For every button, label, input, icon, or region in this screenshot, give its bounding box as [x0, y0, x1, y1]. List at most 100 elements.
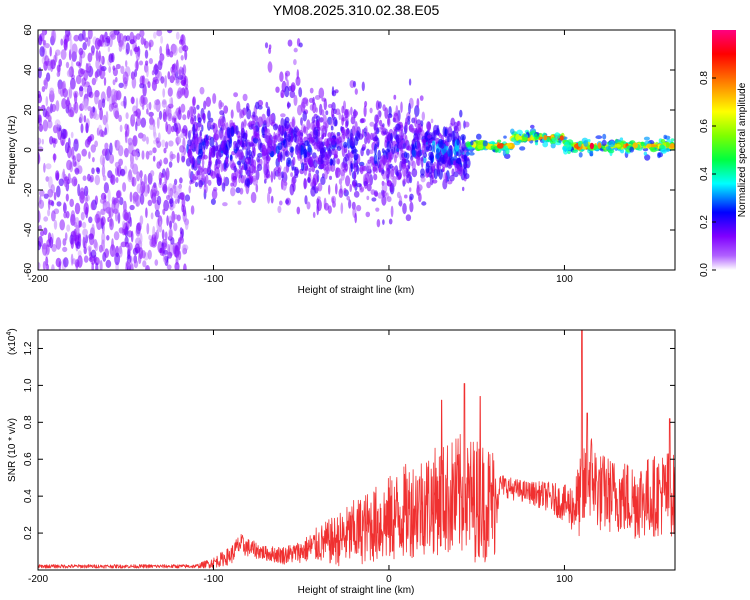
spectrogram-cell — [44, 43, 50, 49]
spectrogram-cell — [242, 93, 248, 102]
spectrogram-cell — [239, 187, 244, 195]
spectrogram-cell — [87, 106, 92, 112]
spectrogram-cell — [137, 112, 141, 120]
spectrogram-cell — [133, 110, 139, 117]
spectrogram-cell — [438, 156, 444, 166]
spectrogram-cell — [172, 44, 178, 56]
spectrogram-cell — [84, 37, 88, 43]
spectrogram-cell — [387, 152, 393, 157]
spectrogram-cell — [162, 183, 168, 194]
spectrogram-cell — [94, 37, 101, 50]
spectrogram-cell — [338, 188, 344, 198]
spectrogram-cell — [401, 157, 407, 169]
spectrogram-cell — [323, 197, 327, 210]
spectrogram-cell — [156, 30, 163, 37]
spectrogram-cell — [409, 175, 413, 184]
spectrogram-cell — [355, 130, 361, 142]
spectrogram-cell — [83, 185, 89, 197]
spectrogram-cell — [63, 211, 67, 219]
spectrogram-cell — [81, 100, 86, 110]
spectrogram-cell — [273, 168, 276, 180]
spectrogram-cell — [235, 187, 241, 194]
spectrogram-cell — [94, 174, 101, 186]
spectrogram-cell — [301, 162, 305, 172]
spectrogram-cell — [38, 146, 44, 152]
spectrogram-cell — [665, 141, 670, 148]
spectrogram-cell — [122, 182, 127, 192]
spectrogram-cell — [272, 123, 279, 131]
spectrogram-cell — [189, 180, 192, 185]
spectrogram-cell — [80, 123, 84, 134]
spectrogram-cell — [39, 46, 45, 57]
spectrogram-cell — [131, 114, 135, 121]
spectrogram-cell — [106, 35, 111, 44]
spectrogram-cell — [377, 149, 382, 160]
spectrogram-cell — [199, 129, 203, 137]
spectrogram-cell — [344, 109, 349, 119]
spectrogram-cell — [79, 86, 84, 92]
spectrogram-cell — [50, 184, 55, 194]
spectrogram-cell — [244, 178, 251, 187]
spectrogram-cell — [90, 201, 95, 211]
spectrogram-cell — [589, 150, 594, 157]
spectrogram-cell — [62, 246, 68, 253]
spectrogram-cell — [361, 128, 365, 138]
spectrogram-cell — [308, 167, 312, 173]
spectrogram-cell — [100, 65, 107, 72]
spectrogram-cell — [407, 119, 411, 125]
spectrogram-cell — [73, 34, 80, 42]
spectrogram-cell — [63, 177, 68, 188]
spectrogram-cell — [46, 106, 51, 117]
spectrogram-cell — [425, 162, 430, 174]
spectrogram-cell — [159, 247, 163, 254]
spectrogram-cell — [184, 49, 188, 61]
spectrogram-cell — [277, 133, 281, 143]
spectrogram-cell — [70, 253, 74, 266]
spectrogram-y-tick-label: -40 — [23, 222, 34, 237]
spectrogram-cell — [338, 112, 342, 121]
spectrogram-cell — [306, 119, 311, 130]
spectrogram-cell — [262, 163, 267, 175]
spectrogram-cell — [386, 192, 389, 199]
spectrogram-cell — [118, 114, 122, 122]
spectrogram-cell — [208, 161, 212, 168]
spectrogram-cell — [94, 71, 99, 79]
spectrogram-cell — [111, 238, 114, 252]
spectrogram-cell — [69, 38, 73, 52]
spectrogram-cell — [194, 181, 199, 188]
spectrogram-cell — [173, 214, 179, 220]
spectrogram-cell — [304, 195, 308, 205]
spectrogram-cell — [107, 217, 110, 222]
spectrogram-cell — [256, 163, 263, 172]
spectrogram-y-tick-label: 60 — [23, 24, 34, 36]
spectrogram-cell — [456, 151, 459, 156]
spectrogram-cell — [447, 148, 451, 157]
spectrogram-cell — [230, 125, 235, 137]
spectrogram-cell — [175, 31, 180, 40]
spectrogram-cell — [68, 49, 72, 61]
spectrogram-cell — [298, 129, 304, 140]
spectrogram-cell — [106, 95, 110, 102]
spectrogram-cell — [329, 175, 332, 180]
spectrogram-cell — [447, 133, 452, 143]
spectrogram-cell — [113, 30, 120, 36]
spectrogram-cell — [461, 140, 466, 152]
spectrogram-cell — [188, 168, 191, 179]
spectrogram-cell — [43, 227, 48, 236]
spectrogram-cell — [251, 165, 256, 174]
spectrogram-x-tick-label: 0 — [386, 274, 392, 285]
spectrogram-cell — [75, 61, 81, 67]
spectrogram-cell — [174, 198, 178, 204]
spectrogram-cell — [156, 195, 162, 206]
spectrogram-cell — [107, 46, 111, 53]
spectrogram-cell — [429, 174, 434, 186]
spectrogram-cell — [318, 126, 321, 132]
spectrogram-cell — [325, 110, 329, 116]
spectrogram-cell — [303, 148, 308, 159]
spectrogram-cell — [350, 106, 353, 116]
spectrogram-cell — [95, 58, 100, 70]
spectrogram-cell — [296, 206, 301, 215]
spectrogram-cell — [112, 102, 118, 109]
spectrogram-cell — [369, 107, 373, 114]
spectrogram-cell — [442, 178, 448, 190]
